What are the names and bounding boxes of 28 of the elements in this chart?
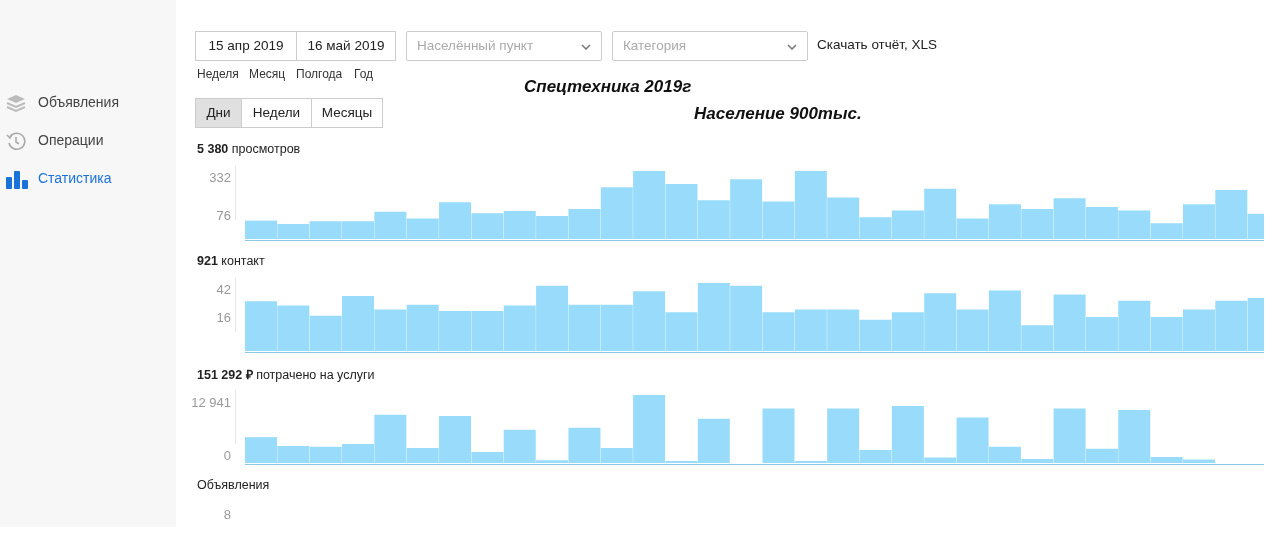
- text: Скачать отчёт, XLS: [817, 37, 938, 52]
- text: Объявления: [197, 478, 270, 492]
- text: Объявления: [38, 94, 119, 110]
- text: Год: [354, 67, 374, 81]
- text: Месяц: [249, 67, 286, 81]
- text: 16 май 2019: [296, 31, 396, 61]
- text: Операции: [38, 132, 104, 148]
- text: Дни: [195, 98, 242, 128]
- text: Статистика: [38, 170, 112, 186]
- text: 15 апр 2019: [195, 31, 297, 61]
- text: 76: [216, 208, 231, 223]
- text: 12 941: [191, 395, 231, 410]
- text: Месяцы: [311, 98, 383, 128]
- text: Категория: [612, 31, 808, 61]
- text: 0: [223, 448, 231, 463]
- text: Население 900тыс.: [694, 104, 862, 124]
- chart-title: 151 292 ₽ потрачено на услуги: [197, 367, 375, 383]
- text: Неделя: [197, 67, 239, 81]
- text: 8: [223, 507, 231, 522]
- text: Населённый пункт: [406, 31, 602, 61]
- text: Недели: [241, 98, 312, 128]
- text: Спецтехника 2019г: [524, 77, 692, 97]
- chart-title: 921 контакт: [197, 254, 265, 268]
- text: 16: [216, 310, 231, 325]
- text: 332: [209, 170, 231, 185]
- chart-title: 5 380 просмотров: [197, 142, 301, 156]
- text: Полгода: [296, 67, 343, 81]
- text: 42: [216, 282, 231, 297]
